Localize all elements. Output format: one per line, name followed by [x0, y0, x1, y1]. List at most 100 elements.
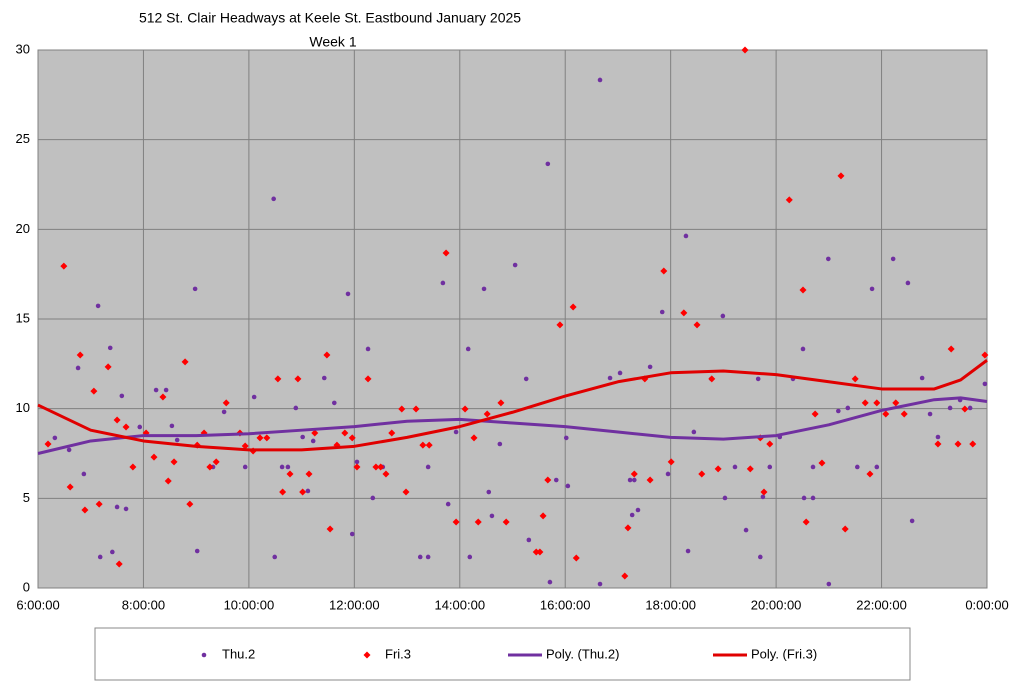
point — [617, 370, 623, 376]
point — [326, 525, 334, 533]
point — [81, 471, 87, 477]
y-tick-label: 30 — [16, 41, 30, 56]
point — [722, 495, 728, 501]
point — [919, 375, 925, 381]
point — [467, 554, 473, 560]
point — [627, 477, 633, 483]
point — [300, 434, 305, 440]
point — [837, 172, 845, 180]
point — [206, 463, 214, 471]
point — [667, 458, 675, 466]
point — [851, 375, 859, 383]
point — [52, 435, 58, 441]
y-tick-label: 0 — [23, 579, 30, 594]
point — [60, 262, 68, 270]
legend-marker — [201, 652, 207, 658]
point — [565, 483, 571, 489]
point — [512, 262, 518, 268]
point — [982, 381, 988, 387]
point — [388, 429, 396, 437]
point — [256, 434, 264, 442]
point — [113, 416, 121, 424]
point — [164, 477, 172, 485]
point — [532, 548, 540, 556]
point — [826, 256, 831, 262]
point — [967, 405, 973, 411]
plot-border — [37, 49, 988, 589]
point — [119, 393, 125, 399]
point — [97, 554, 103, 560]
point — [305, 488, 311, 494]
point — [365, 346, 371, 352]
legend — [94, 627, 911, 681]
point — [194, 548, 200, 554]
point — [321, 375, 327, 381]
point — [114, 504, 120, 510]
x-tick-label: 12:00:00 — [329, 597, 380, 612]
x-tick-label: 16:00:00 — [540, 597, 591, 612]
point — [536, 548, 544, 556]
point — [743, 527, 749, 533]
point — [353, 463, 361, 471]
point — [370, 495, 376, 501]
point — [305, 470, 313, 478]
point — [961, 405, 969, 413]
point — [866, 470, 874, 478]
point — [286, 470, 294, 478]
point — [341, 429, 349, 437]
x-tick-label: 0:00:00 — [965, 597, 1008, 612]
y-tick-label: 10 — [16, 400, 30, 415]
point — [646, 476, 654, 484]
point — [412, 405, 420, 413]
point — [294, 375, 302, 383]
chart-title: 512 St. Clair Headways at Keele St. East… — [139, 10, 521, 26]
point — [349, 531, 355, 537]
point — [453, 429, 459, 435]
point — [163, 387, 169, 393]
point — [708, 375, 716, 383]
point — [630, 470, 638, 478]
point — [129, 463, 137, 471]
y-tick-label: 20 — [16, 221, 30, 236]
point — [691, 429, 697, 435]
point — [845, 405, 851, 411]
point — [90, 387, 98, 395]
x-tick-label: 20:00:00 — [751, 597, 802, 612]
trend-line — [37, 359, 988, 452]
point — [947, 345, 955, 353]
legend-label: Poly. (Fri.3) — [751, 646, 817, 661]
point — [892, 399, 900, 407]
point — [947, 405, 953, 411]
point — [935, 434, 941, 440]
point — [66, 483, 74, 491]
point — [95, 500, 103, 508]
point — [927, 411, 933, 417]
point — [345, 291, 351, 297]
point — [502, 518, 510, 526]
point — [377, 463, 385, 471]
point — [545, 161, 551, 167]
point — [452, 518, 460, 526]
point — [402, 488, 410, 496]
point — [481, 286, 487, 292]
point — [597, 581, 603, 587]
point — [905, 280, 911, 286]
point — [348, 434, 356, 442]
legend-label: Poly. (Thu.2) — [546, 646, 619, 661]
x-tick-label: 18:00:00 — [645, 597, 696, 612]
point — [556, 321, 564, 329]
point — [76, 351, 84, 359]
point — [310, 438, 316, 444]
point — [331, 400, 337, 406]
point — [874, 464, 880, 470]
point — [137, 424, 143, 430]
point — [760, 488, 768, 496]
point — [497, 399, 505, 407]
point — [159, 393, 167, 401]
point — [222, 399, 230, 407]
point — [861, 399, 869, 407]
point — [123, 506, 129, 512]
point — [122, 423, 130, 431]
point — [760, 494, 766, 500]
